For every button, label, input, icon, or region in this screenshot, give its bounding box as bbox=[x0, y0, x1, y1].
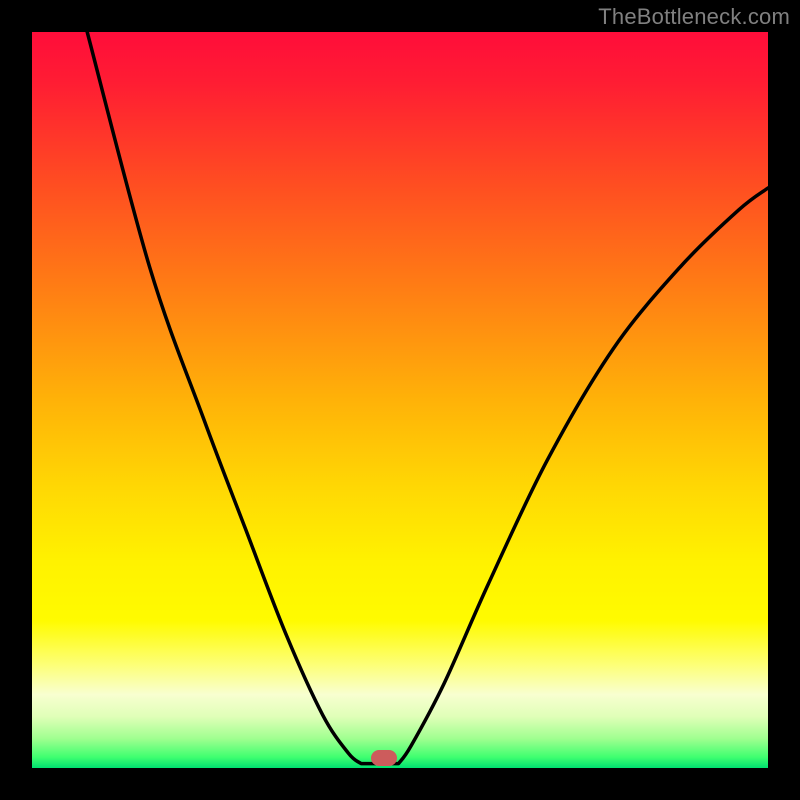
minimum-marker bbox=[371, 750, 397, 766]
plot-area bbox=[32, 32, 768, 768]
valley-curve bbox=[32, 32, 768, 768]
watermark-text: TheBottleneck.com bbox=[598, 4, 790, 30]
chart-container: TheBottleneck.com bbox=[0, 0, 800, 800]
